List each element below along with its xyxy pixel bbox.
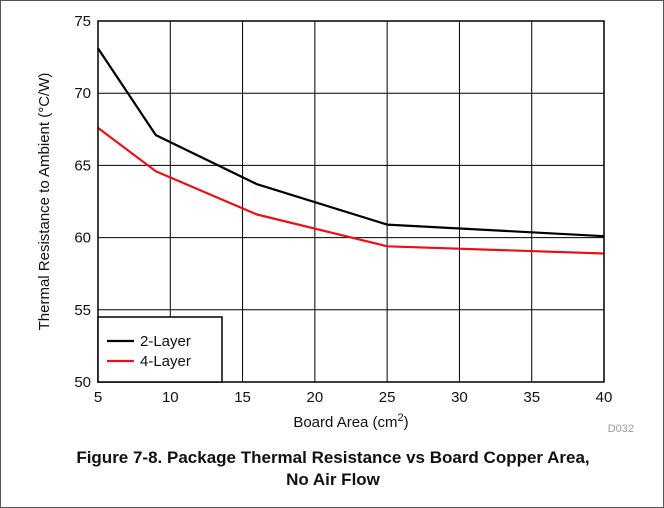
- plot-border: [97, 20, 605, 383]
- legend-label-2-layer: 2-Layer: [140, 333, 191, 350]
- y-tick-label: 70: [74, 85, 91, 102]
- legend: 2-Layer 4-Layer: [97, 316, 223, 383]
- x-tick-label: 15: [234, 389, 251, 406]
- x-tick-label: 20: [307, 389, 324, 406]
- figure-caption-line2: No Air Flow: [286, 470, 380, 489]
- y-tick-label: 55: [74, 302, 91, 319]
- figure-caption-line1: Figure 7-8. Package Thermal Resistance v…: [76, 448, 590, 467]
- legend-box: [97, 316, 223, 383]
- x-tick-label: 30: [451, 389, 468, 406]
- x-tick-label: 5: [94, 389, 102, 406]
- x-tick-label: 40: [596, 389, 613, 406]
- x-axis-label: Board Area (cm2): [293, 412, 408, 431]
- x-tick-label: 10: [162, 389, 179, 406]
- series-line-2-layer: [97, 47, 605, 238]
- x-tick-label: 25: [379, 389, 396, 406]
- y-tick-label: 60: [74, 230, 91, 247]
- legend-label-4-layer: 4-Layer: [140, 353, 191, 370]
- x-tick-label: 35: [523, 389, 540, 406]
- y-tick-label: 50: [74, 374, 91, 391]
- figure-id-label: D032: [608, 423, 634, 435]
- chart: 5 10 15 20 25 30 35 40 50 55 60 65 70 75 Board Area (c…: [36, 13, 634, 435]
- series-line-4-layer: [97, 127, 605, 255]
- y-axis-label: Thermal Resistance to Ambient (°C/W): [36, 73, 53, 331]
- y-tick-label: 65: [74, 157, 91, 174]
- y-tick-label: 75: [74, 13, 91, 30]
